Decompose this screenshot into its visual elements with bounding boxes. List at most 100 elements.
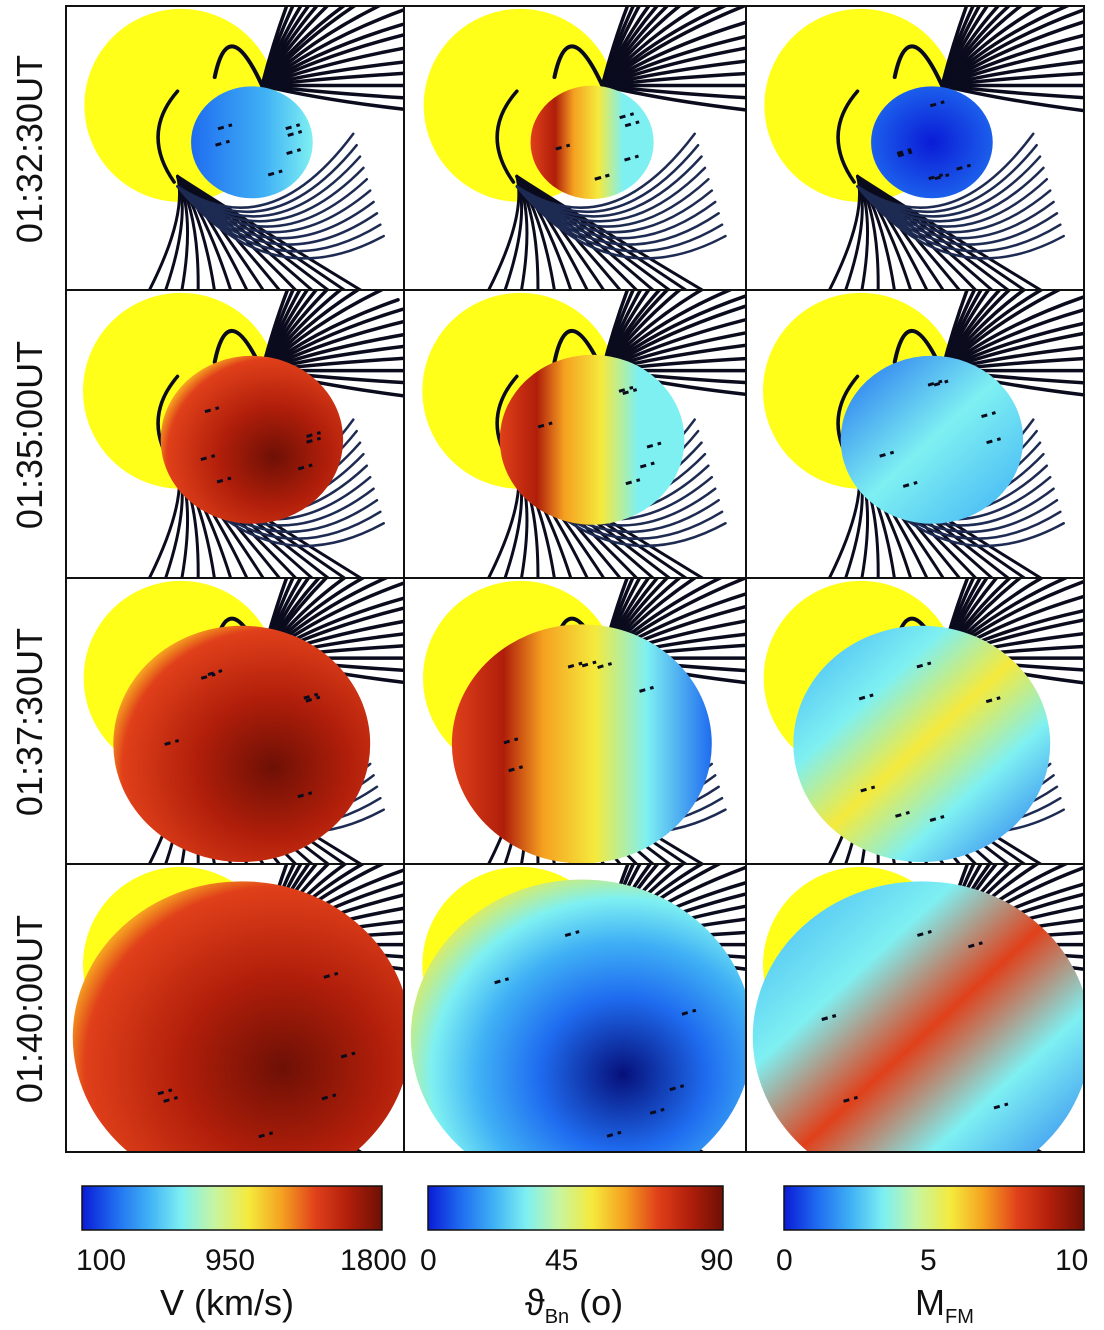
- field-line: [600, 7, 641, 88]
- field-line-segment: [985, 696, 1001, 704]
- field-line: [856, 185, 1065, 260]
- shock-surface: [410, 879, 745, 1151]
- field-line-segment: [216, 476, 232, 484]
- field-line-segment: [929, 815, 945, 822]
- field-line-segment: [494, 977, 510, 985]
- field-line: [892, 44, 945, 88]
- colorbar-tick-label: 10: [1055, 1244, 1089, 1277]
- field-line-segment: [164, 739, 180, 746]
- panel-thetaBn-row-2: [403, 289, 747, 579]
- field-line-segment: [306, 431, 321, 438]
- field-line-segment: [163, 1095, 179, 1103]
- field-line: [495, 89, 519, 184]
- shock-surface: [191, 86, 313, 199]
- field-line: [260, 83, 403, 100]
- panel-V-row-1: [65, 5, 405, 291]
- field-line-segment: [968, 941, 983, 949]
- field-line: [836, 89, 860, 184]
- field-line: [600, 71, 745, 88]
- field-line: [600, 291, 669, 373]
- field-line: [600, 291, 682, 373]
- field-line-segment: [895, 810, 910, 818]
- field-line-segment: [649, 1107, 665, 1115]
- field-line-segment: [555, 143, 571, 151]
- field-line-segment: [297, 463, 313, 471]
- field-line-segment: [879, 450, 895, 458]
- field-line-segment: [200, 454, 216, 461]
- field-line-segment: [917, 930, 932, 937]
- colorbar-title-main: ϑ: [525, 1282, 545, 1323]
- colorbar-tick-label: 0: [420, 1244, 437, 1277]
- colorbar-title-sub: FM: [945, 1306, 974, 1329]
- field-line: [600, 20, 745, 88]
- colorbar-thetaBn: [427, 1185, 724, 1231]
- colorbar-tick-label: 45: [545, 1244, 579, 1277]
- colorbar-title-main: V (km/s): [160, 1282, 294, 1323]
- field-line-segment: [986, 437, 1001, 445]
- field-line-segment: [843, 1095, 858, 1103]
- shock-surface: [871, 86, 993, 199]
- field-line: [940, 71, 1083, 88]
- field-line: [260, 33, 403, 88]
- field-line-segment: [286, 148, 302, 156]
- field-line: [260, 291, 318, 373]
- field-line-segment: [619, 112, 635, 120]
- row-time-label: 01:37:30UT: [9, 627, 50, 817]
- panel-MFM-row-4: [745, 863, 1085, 1153]
- field-line: [600, 7, 681, 88]
- field-line: [260, 7, 356, 88]
- field-line-segment: [624, 120, 640, 128]
- field-line-segment: [933, 379, 949, 387]
- field-line-segment: [581, 660, 597, 668]
- panel-MFM-row-3: [745, 577, 1085, 865]
- shock-surface: [72, 881, 403, 1151]
- field-line-segment: [567, 661, 583, 669]
- colorbar-title-main: M: [915, 1282, 945, 1323]
- field-line-segment: [618, 385, 634, 393]
- field-line: [260, 7, 381, 88]
- field-line: [940, 291, 1061, 373]
- field-line-segment: [285, 123, 301, 131]
- field-line-segment: [934, 173, 950, 181]
- shock-surface: [499, 354, 685, 525]
- colorbar-tick-label: 0: [776, 1244, 793, 1277]
- field-line: [940, 83, 1083, 100]
- field-line: [260, 291, 342, 373]
- row-time-label: 01:40:00UT: [9, 914, 50, 1104]
- panel-V-row-4: [65, 863, 405, 1153]
- panel-thetaBn-row-4: [403, 863, 747, 1153]
- panel-V-row-3: [65, 577, 405, 865]
- field-line-segment: [928, 173, 944, 181]
- field-line-segment: [215, 139, 230, 147]
- field-line: [552, 44, 605, 88]
- field-line: [260, 291, 360, 373]
- field-line: [940, 20, 1083, 88]
- field-line-segment: [669, 1084, 685, 1092]
- field-line-segment: [258, 1131, 274, 1139]
- colorbar-tick-label: 90: [700, 1244, 734, 1277]
- field-line-segment: [207, 669, 223, 677]
- field-line-segment: [217, 123, 233, 131]
- field-line: [515, 185, 727, 260]
- field-line-segment: [927, 379, 943, 387]
- field-line-segment: [929, 100, 945, 108]
- field-line-segment: [622, 388, 638, 396]
- field-line: [600, 83, 745, 112]
- field-line-segment: [981, 411, 996, 418]
- field-line: [940, 45, 1083, 88]
- field-line-segment: [297, 791, 313, 799]
- colorbar-tick-label: 5: [920, 1244, 937, 1277]
- field-line: [260, 291, 384, 373]
- row-time-label: 01:35:00UT: [9, 340, 50, 530]
- field-line-segment: [597, 662, 613, 669]
- field-line: [940, 83, 1083, 113]
- field-line-segment: [340, 1051, 356, 1059]
- field-line: [260, 8, 403, 88]
- field-line-segment: [858, 693, 874, 701]
- field-line: [260, 46, 403, 88]
- field-line-segment: [204, 406, 220, 414]
- colorbar-tick-label: 1800: [340, 1244, 407, 1277]
- colorbar-MFM: [783, 1185, 1085, 1231]
- field-line-segment: [897, 150, 913, 158]
